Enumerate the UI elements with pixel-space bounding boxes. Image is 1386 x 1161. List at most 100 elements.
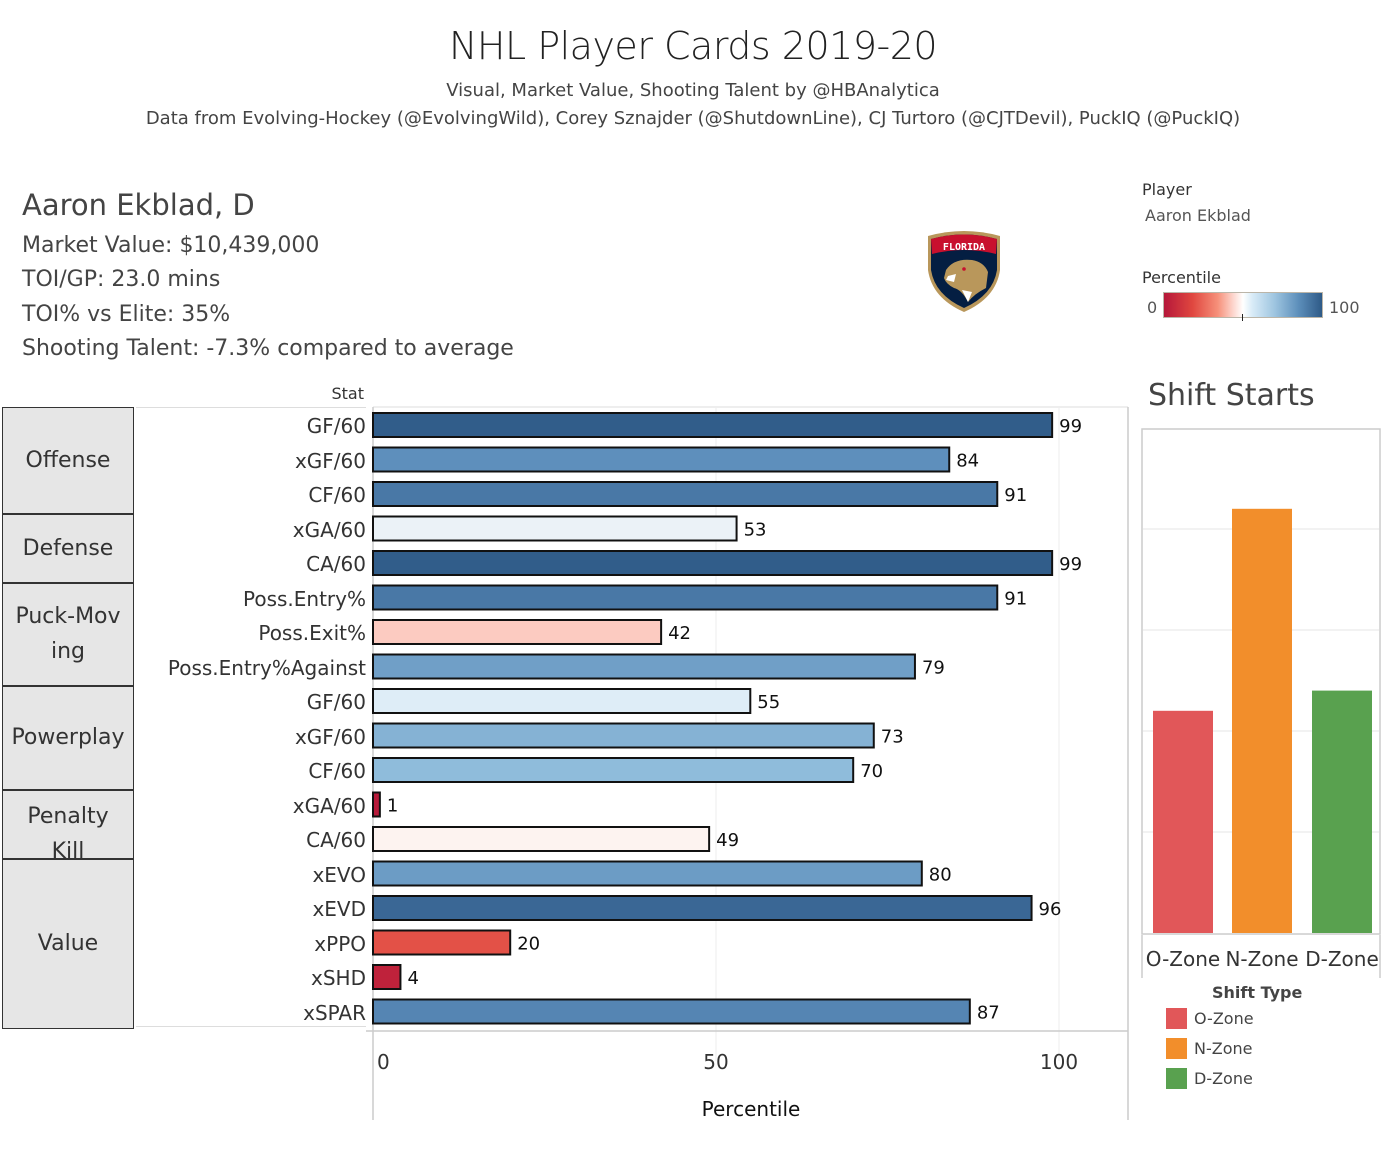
toi-per-gp: TOI/GP: 23.0 mins bbox=[22, 267, 221, 292]
legend-swatch-d-zone bbox=[1166, 1068, 1187, 1089]
toi-vs-elite: TOI% vs Elite: 35% bbox=[22, 302, 231, 327]
bar-value-label: 73 bbox=[881, 727, 904, 748]
stat-label-frame bbox=[136, 407, 366, 1027]
stat-label: xGA/60 bbox=[292, 793, 366, 818]
player-filter-value[interactable]: Aaron Ekblad bbox=[1145, 206, 1251, 225]
category-label: Penalty Kill bbox=[27, 804, 109, 864]
percentile-legend-max: 100 bbox=[1329, 298, 1360, 317]
bar-ca-60[interactable] bbox=[372, 550, 1054, 576]
bar-value-label: 80 bbox=[929, 865, 952, 886]
bar-value-label: 79 bbox=[922, 658, 945, 679]
bar-value-label: 96 bbox=[1039, 899, 1062, 920]
bar-value-label: 42 bbox=[668, 623, 691, 644]
legend-label-o-zone: O-Zone bbox=[1194, 1009, 1254, 1028]
bar-xppo[interactable] bbox=[372, 929, 512, 956]
bar-value-label: 87 bbox=[977, 1003, 1000, 1024]
bar-poss-exit-[interactable] bbox=[372, 619, 663, 645]
legend-swatch-o-zone bbox=[1166, 1008, 1187, 1029]
category-label: Value bbox=[37, 931, 99, 957]
bar-ca-60[interactable] bbox=[372, 826, 711, 852]
legend-label-n-zone: N-Zone bbox=[1194, 1039, 1253, 1058]
bar-value-label: 70 bbox=[860, 761, 883, 782]
bar-value-label: 91 bbox=[1004, 485, 1027, 506]
bar-gf-60[interactable] bbox=[372, 688, 752, 714]
stat-label: Poss.Entry%Against bbox=[167, 655, 366, 680]
stat-label: CA/60 bbox=[306, 552, 366, 576]
bar-value-label: 99 bbox=[1059, 416, 1082, 437]
category-label: Powerplay bbox=[11, 725, 125, 751]
bar-poss-entry-against[interactable] bbox=[372, 653, 916, 680]
percentile-color-legend bbox=[1163, 292, 1323, 318]
dashboard-title: NHL Player Cards 2019-20 bbox=[448, 24, 938, 68]
legend-label-d-zone: D-Zone bbox=[1194, 1069, 1253, 1088]
bar-gf-60[interactable] bbox=[372, 412, 1054, 438]
shift-bar-n-zone[interactable] bbox=[1232, 508, 1292, 933]
shift-starts-title: Shift Starts bbox=[1148, 378, 1315, 413]
x-axis-title: Percentile bbox=[702, 1097, 801, 1121]
stat-label: xGF/60 bbox=[294, 724, 366, 749]
x-tick-label: 50 bbox=[703, 1050, 728, 1074]
stat-label: CF/60 bbox=[308, 483, 366, 507]
category-label: Offense bbox=[25, 447, 111, 473]
stat-label: xSHD bbox=[311, 966, 366, 990]
bar-value-label: 91 bbox=[1004, 589, 1027, 610]
category-column: Offense Defense Puck-Moving Powerplay Penalt… bbox=[2, 407, 136, 1029]
bar-poss-entry-[interactable] bbox=[372, 584, 999, 611]
bar-value-label: 99 bbox=[1059, 554, 1082, 575]
category-label: Puck-Moving bbox=[15, 604, 121, 665]
shift-x-label: O-Zone bbox=[1146, 947, 1220, 971]
bar-cf-60[interactable] bbox=[372, 757, 855, 783]
x-tick-label: 100 bbox=[1040, 1050, 1078, 1074]
shift-bar-d-zone[interactable] bbox=[1312, 690, 1372, 933]
legend-swatch-n-zone bbox=[1166, 1038, 1187, 1059]
stat-label: xSPAR bbox=[303, 1000, 366, 1025]
bar-xshd[interactable] bbox=[372, 964, 402, 990]
stat-label: xGA/60 bbox=[292, 517, 366, 542]
stat-label: xEVO bbox=[312, 862, 366, 887]
bar-xgf-60[interactable] bbox=[372, 722, 875, 749]
category-defense: Defense bbox=[2, 513, 134, 583]
category-offense: Offense bbox=[2, 407, 134, 514]
team-logo: FLORIDA bbox=[924, 230, 1004, 314]
stat-label: xEVD bbox=[312, 897, 366, 921]
stat-label: xGF/60 bbox=[294, 448, 366, 473]
bar-xga-60[interactable] bbox=[372, 515, 738, 542]
percentile-bar-chart: 0 50 100 Percentile 99 84 91 53 99 91 42 79 55 73 70 1 4… bbox=[366, 406, 1129, 1121]
shift-x-label: N-Zone bbox=[1225, 947, 1298, 971]
category-penalty-kill: Penalty Kill bbox=[2, 789, 134, 864]
subtitle-credits: Visual, Market Value, Shooting Talent by… bbox=[446, 80, 940, 101]
stat-label: xPPO bbox=[314, 931, 366, 956]
shift-starts-chart: O-Zone N-Zone D-Zone bbox=[1141, 428, 1381, 978]
stat-label-column: GF/60 xGF/60 CF/60 xGA/60 CA/60 Poss.Entry% Po… bbox=[136, 407, 366, 1029]
florida-panthers-logo-icon: FLORIDA bbox=[928, 231, 1000, 312]
category-powerplay: Powerplay bbox=[2, 686, 134, 790]
bar-value-label: 53 bbox=[744, 520, 767, 541]
bar-value-label: 20 bbox=[517, 934, 540, 955]
bar-value-label: 55 bbox=[757, 692, 780, 713]
bar-xspar[interactable] bbox=[372, 998, 971, 1025]
bar-value-label: 49 bbox=[716, 830, 739, 851]
category-puck-moving: Puck-Moving bbox=[2, 582, 134, 686]
stat-label: GF/60 bbox=[306, 690, 366, 714]
stat-label: CA/60 bbox=[306, 828, 366, 852]
bar-xevo[interactable] bbox=[372, 860, 923, 887]
shift-type-legend: O-Zone N-Zone D-Zone bbox=[1166, 1008, 1366, 1098]
shift-x-label: D-Zone bbox=[1305, 947, 1379, 971]
stat-label: Poss.Exit% bbox=[258, 621, 366, 645]
x-tick-label: 0 bbox=[377, 1050, 390, 1074]
subtitle-data-sources: Data from Evolving-Hockey (@EvolvingWild… bbox=[145, 108, 1241, 129]
shift-type-legend-title: Shift Type bbox=[1212, 983, 1303, 1002]
bar-cf-60[interactable] bbox=[372, 481, 999, 507]
bar-xga-60[interactable] bbox=[372, 791, 381, 818]
stat-column-header: Stat bbox=[331, 384, 364, 403]
percentile-legend-min: 0 bbox=[1147, 298, 1158, 317]
bar-xevd[interactable] bbox=[372, 895, 1033, 921]
bar-xgf-60[interactable] bbox=[372, 446, 951, 473]
bar-value-label: 84 bbox=[956, 451, 979, 472]
stat-label: GF/60 bbox=[306, 414, 366, 438]
category-value: Value bbox=[2, 858, 134, 1029]
bar-value-label: 1 bbox=[387, 796, 398, 817]
percentile-legend-title: Percentile bbox=[1142, 268, 1221, 287]
shift-bar-o-zone[interactable] bbox=[1153, 710, 1213, 933]
shooting-talent: Shooting Talent: -7.3% compared to avera… bbox=[22, 336, 514, 361]
